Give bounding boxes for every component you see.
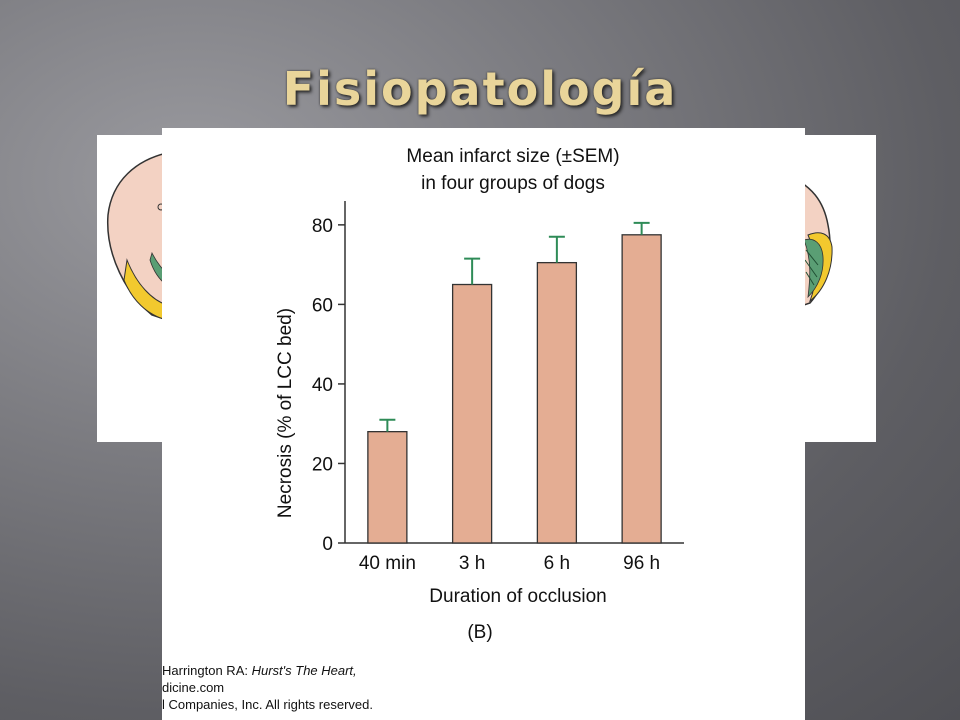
credit-book: Hurst's The Heart, [251, 663, 357, 678]
y-tick-label: 0 [322, 534, 333, 555]
credit-author: Harrington RA: [162, 663, 252, 678]
chart-panel: Mean infarct size (±SEM) in four groups … [162, 128, 805, 720]
bar [536, 261, 578, 544]
x-tick-label: 3 h [459, 553, 485, 574]
right-heart-diagram [798, 135, 876, 442]
y-tick-label: 40 [312, 375, 333, 396]
x-tick-label: 40 min [359, 553, 416, 574]
y-tick-label: 20 [312, 454, 333, 475]
y-tick-label: 80 [312, 216, 333, 237]
x-axis-label: Duration of occlusion [429, 586, 606, 607]
y-tick-label: 60 [312, 295, 333, 316]
credit-line-1: Harrington RA: Hurst's The Heart, [162, 662, 805, 679]
plot-area: 0 20 40 60 80 40 min 3 h 6 h 96 h [312, 201, 684, 574]
heart-diagram-left-illustration [107, 152, 167, 321]
panel-label: (B) [467, 622, 492, 643]
credit-line-3: l Companies, Inc. All rights reserved. [162, 697, 373, 712]
x-tick-label: 96 h [623, 553, 660, 574]
slide-title: Fisiopatología [282, 62, 678, 116]
bar [621, 234, 662, 544]
left-heart-diagram [97, 135, 167, 442]
chart-title: Mean infarct size (±SEM) [406, 146, 619, 167]
y-axis-label: Necrosis (% of LCC bed) [275, 308, 296, 518]
heart-diagram-right-illustration [798, 179, 833, 308]
chart-subtitle: in four groups of dogs [421, 173, 605, 194]
bar-chart: Mean infarct size (±SEM) in four groups … [275, 146, 684, 643]
bar [367, 431, 408, 544]
x-tick-label: 6 h [544, 553, 570, 574]
bar [451, 283, 493, 544]
image-credits: Harrington RA: Hurst's The Heart, dicine… [162, 662, 805, 713]
credit-line-2: dicine.com [162, 680, 225, 695]
